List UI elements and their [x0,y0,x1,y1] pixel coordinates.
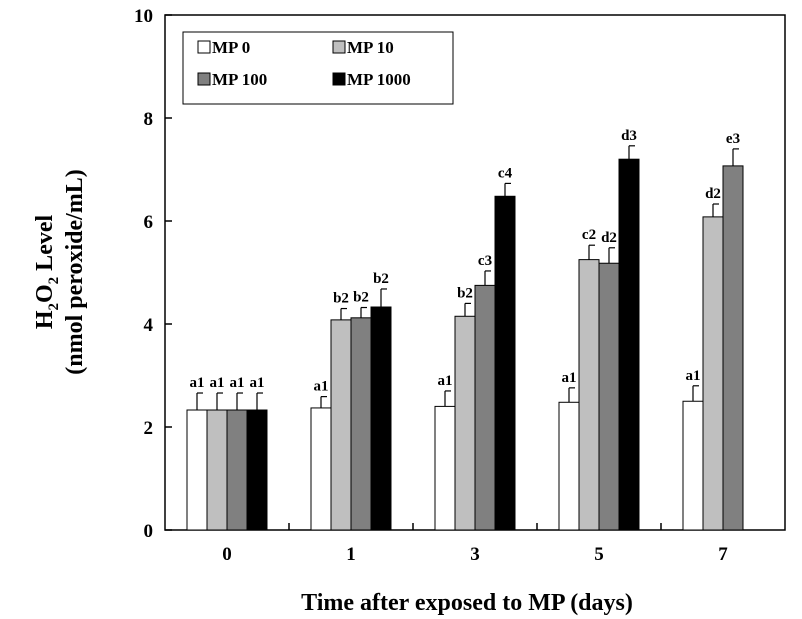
x-tick-label: 1 [346,544,356,565]
data-label: c2 [582,227,596,243]
x-tick-label: 5 [594,544,604,565]
bar [310,407,332,531]
x-tick-label: 7 [718,544,728,565]
y-axis-title-units: (nmol peroxide/mL) [62,169,88,375]
data-label: c3 [478,253,492,269]
data-label: b2 [353,290,369,306]
data-label: a1 [438,373,453,389]
data-label: d3 [621,128,637,144]
x-tick-label: 0 [222,544,232,565]
bar [578,259,600,531]
bar [246,409,268,531]
legend-swatch [332,40,346,54]
legend: MP 0 MP 10 MP 100 MP 1000 [182,31,454,105]
data-label: a1 [250,375,265,391]
data-label: a1 [314,379,329,395]
bar [682,400,704,531]
svg-text:H2O2 Level: H2O2 Level [32,215,62,330]
data-label: e3 [726,131,740,147]
bar [330,319,352,531]
x-tick-label: 3 [470,544,480,565]
legend-swatch [197,40,211,54]
data-label: b2 [457,285,473,301]
bar-series-group [186,145,744,531]
y-tick-label: 4 [144,315,154,336]
data-label: d2 [601,230,617,246]
x-axis: 0 1 3 5 7 [222,523,728,565]
y-tick-label: 0 [144,521,154,542]
data-label: c4 [498,165,513,181]
data-label: a1 [686,368,701,384]
legend-label: MP 1000 [347,70,411,89]
legend-box [182,31,454,105]
bar [454,315,476,531]
bar [370,306,392,531]
bar [226,409,248,531]
y-axis-title-sub2: 2 [46,277,62,285]
legend-label: MP 0 [212,38,250,57]
y-axis: 0 2 4 6 8 10 [134,6,172,542]
y-tick-label: 2 [144,418,154,439]
data-label: a1 [230,375,245,391]
legend-swatch [332,72,346,86]
bar [206,409,228,531]
y-tick-label: 8 [144,109,154,130]
bar [722,165,744,531]
y-axis-title-o: O [32,284,58,303]
y-axis-title-tail: Level [32,215,58,277]
data-label: a1 [562,370,577,386]
bar [474,284,496,531]
data-label: b2 [333,291,349,307]
data-label: a1 [210,375,225,391]
legend-label: MP 100 [212,70,267,89]
data-label: d2 [705,186,721,202]
bar [434,405,456,531]
bar [494,195,516,531]
legend-swatch [197,72,211,86]
bar [702,216,724,531]
y-axis-title-sub1: 2 [46,303,62,311]
y-tick-label: 10 [134,6,153,27]
bar [558,401,580,531]
bar [618,158,640,531]
data-label: b2 [373,271,389,287]
legend-label: MP 10 [347,38,394,57]
bar [350,317,372,531]
y-axis-title-h: H [32,310,58,329]
y-axis-title: H2O2 Level (nmol peroxide/mL) [32,169,88,375]
bar [186,409,208,531]
data-label: a1 [190,375,205,391]
x-axis-title: Time after exposed to MP (days) [301,590,633,616]
bar [598,262,620,531]
y-tick-label: 6 [144,212,154,233]
